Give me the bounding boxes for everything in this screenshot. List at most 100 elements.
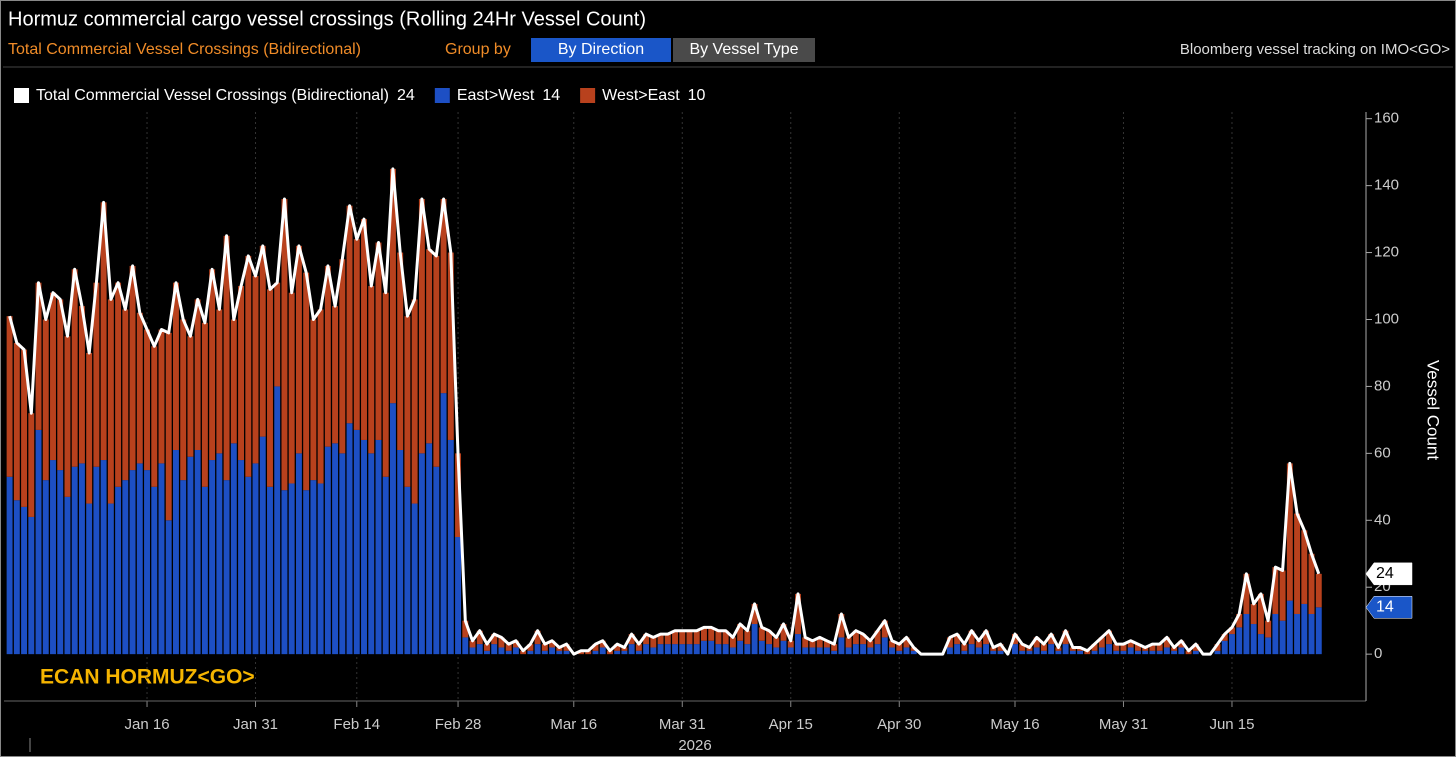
bar-segment xyxy=(1301,603,1308,655)
bar-segment xyxy=(78,306,85,464)
bar-segment xyxy=(708,640,715,655)
bar-segment xyxy=(209,460,216,655)
east-tag-text: 14 xyxy=(1376,599,1394,616)
bar-segment xyxy=(78,463,85,655)
bar-segment xyxy=(614,650,621,655)
bar-segment xyxy=(693,644,700,655)
bar-segment xyxy=(787,640,794,648)
bar-segment xyxy=(686,630,693,645)
bar-segment xyxy=(21,506,28,655)
bar-segment xyxy=(867,640,874,648)
bar-segment xyxy=(498,637,505,648)
bar-segment xyxy=(997,650,1004,655)
bar-segment xyxy=(1294,613,1301,655)
x-tick-label: Apr 30 xyxy=(877,716,921,733)
bar-segment xyxy=(780,640,787,655)
bar-segment xyxy=(650,637,657,648)
bar-segment xyxy=(946,637,953,648)
bar-segment xyxy=(983,644,990,655)
bar-segment xyxy=(361,439,367,655)
bar-segment xyxy=(267,486,273,655)
bar-segment xyxy=(230,319,237,444)
bar-segment xyxy=(968,644,975,655)
bar-segment xyxy=(1272,613,1279,655)
bar-segment xyxy=(484,650,490,655)
bar-segment xyxy=(389,168,396,404)
bar-segment xyxy=(223,480,230,655)
bar-segment xyxy=(1214,644,1221,651)
bar-segment xyxy=(1069,647,1076,651)
bar-segment xyxy=(823,640,830,648)
bar-segment xyxy=(802,637,809,648)
bar-segment xyxy=(1236,613,1243,628)
bar-segment xyxy=(426,443,433,655)
bar-segment xyxy=(672,644,679,655)
bar-segment xyxy=(1171,650,1178,655)
bar-segment xyxy=(527,650,534,655)
bar-segment xyxy=(223,235,230,481)
chart-title: Hormuz commercial cargo vessel crossings… xyxy=(8,8,646,30)
bar-segment xyxy=(961,650,968,655)
bar-segment xyxy=(389,403,396,655)
east-tag-box xyxy=(1365,596,1413,619)
bar-segment xyxy=(664,644,671,655)
direction-button[interactable] xyxy=(531,38,671,62)
bar-segment xyxy=(729,647,736,655)
bar-segment xyxy=(252,275,259,464)
bar-segment xyxy=(599,647,606,655)
x-tick-label: May 16 xyxy=(990,716,1039,733)
bar-segment xyxy=(758,627,765,641)
bar-segment xyxy=(151,486,158,655)
bar-segment xyxy=(787,647,794,655)
vessel-type-button[interactable] xyxy=(673,38,815,62)
bar-segment xyxy=(1033,637,1040,648)
bar-segment xyxy=(462,637,469,655)
bar-segment xyxy=(64,336,71,497)
y-tick-label: 100 xyxy=(1374,310,1399,327)
bar-segment xyxy=(332,306,339,444)
x-tick-label: Jan 31 xyxy=(233,716,278,733)
bar-segment xyxy=(35,282,42,430)
bar-segment xyxy=(505,644,512,651)
bar-segment xyxy=(831,644,838,651)
bar-segment xyxy=(816,647,823,655)
x-tick-label: Mar 31 xyxy=(659,716,706,733)
bar-segment xyxy=(1149,644,1156,651)
bar-segment xyxy=(1098,637,1105,648)
bar-segment xyxy=(1178,640,1185,648)
bar-segment xyxy=(317,309,324,484)
bar-segment xyxy=(93,466,100,655)
bar-segment xyxy=(346,205,353,424)
bar-segment xyxy=(288,292,295,484)
bar-segment xyxy=(672,630,679,645)
bar-segment xyxy=(903,637,910,648)
bar-segment xyxy=(122,309,129,481)
bar-segment xyxy=(151,346,158,487)
vessel-type-button-label[interactable]: By Vessel Type xyxy=(689,41,798,58)
direction-button-label[interactable]: By Direction xyxy=(558,41,644,58)
bar-segment xyxy=(852,644,859,655)
bar-segment xyxy=(1120,644,1127,651)
bar-segment xyxy=(715,644,722,655)
bar-segment xyxy=(462,620,469,638)
bar-segment xyxy=(809,647,816,655)
bar-segment xyxy=(975,647,982,655)
bar-segment xyxy=(1091,650,1098,655)
bar-segment xyxy=(1084,650,1091,655)
bar-segment xyxy=(1163,637,1170,648)
bar-segment xyxy=(1171,647,1178,651)
bar-segment xyxy=(107,299,114,504)
bar-segment xyxy=(1062,644,1069,655)
bar-segment xyxy=(353,239,360,430)
bar-segment xyxy=(1106,630,1112,645)
bar-segment xyxy=(751,603,758,625)
bar-segment xyxy=(1294,513,1301,614)
bar-segment xyxy=(295,453,302,655)
bar-segment xyxy=(983,630,990,645)
bar-segment xyxy=(708,627,715,641)
bar-segment xyxy=(556,647,563,651)
bar-segment xyxy=(664,634,671,645)
bar-segment xyxy=(375,439,382,655)
bar-segment xyxy=(795,593,801,635)
x-tick-label: May 31 xyxy=(1099,716,1148,733)
